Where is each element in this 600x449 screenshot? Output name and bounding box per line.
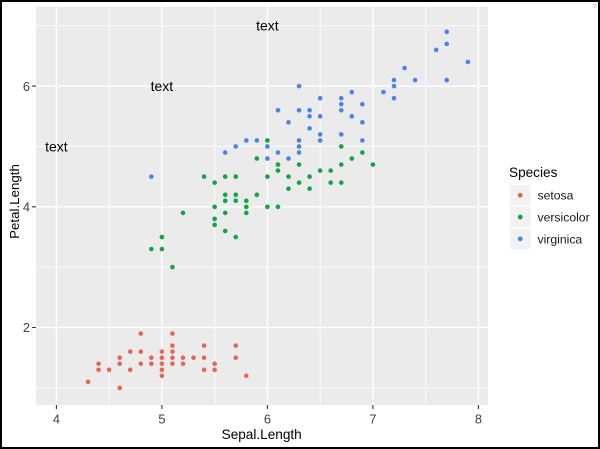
svg-text:setosa: setosa — [538, 189, 574, 203]
svg-text:versicolor: versicolor — [538, 210, 590, 224]
svg-text:2: 2 — [23, 320, 30, 335]
svg-text:Petal.Length: Petal.Length — [7, 164, 22, 239]
svg-text:4: 4 — [53, 411, 60, 426]
svg-text:6: 6 — [23, 79, 30, 94]
svg-text:text: text — [45, 138, 68, 154]
svg-text:7: 7 — [369, 411, 376, 426]
svg-text:virginica: virginica — [538, 232, 583, 246]
svg-text:4: 4 — [23, 200, 30, 215]
svg-text:8: 8 — [475, 411, 482, 426]
svg-text:Sepal.Length: Sepal.Length — [222, 427, 302, 442]
svg-text:text: text — [151, 78, 174, 94]
svg-text:Species: Species — [509, 165, 558, 180]
svg-text:5: 5 — [158, 411, 165, 426]
svg-text:6: 6 — [264, 411, 271, 426]
svg-text:text: text — [256, 18, 279, 34]
